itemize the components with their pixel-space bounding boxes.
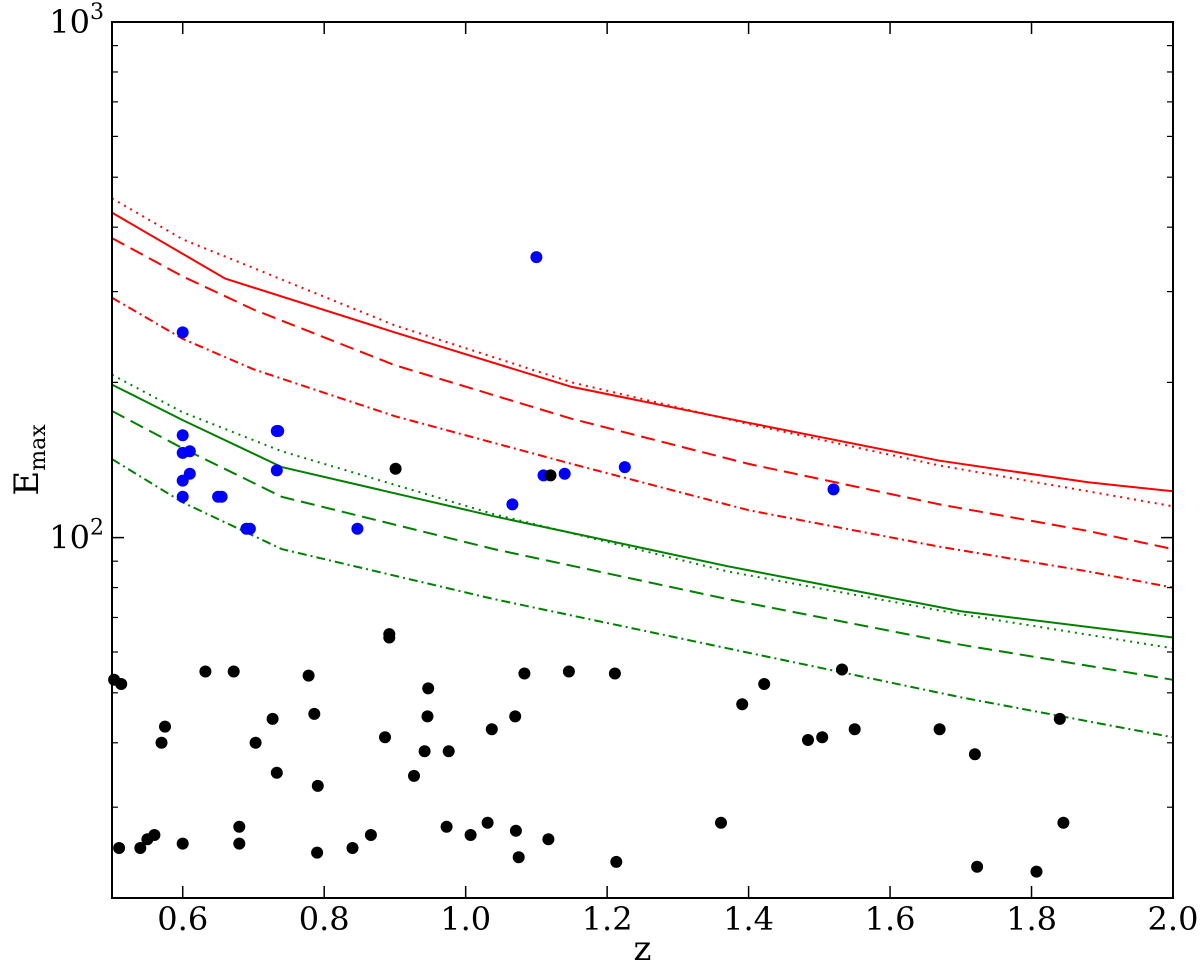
data-point (608, 667, 621, 680)
data-point (199, 665, 212, 678)
data-point (233, 837, 246, 850)
data-point (270, 766, 283, 779)
data-point (176, 837, 189, 850)
x-tick-label: 1.4 (723, 900, 774, 938)
x-tick-label: 1.6 (865, 900, 916, 938)
data-point (509, 710, 522, 723)
data-point (159, 720, 171, 733)
data-point (442, 745, 455, 758)
data-point (440, 820, 453, 833)
x-tick-label: 0.8 (299, 900, 350, 938)
data-point (558, 467, 571, 480)
x-axis-label: z (634, 929, 652, 966)
data-point (148, 829, 161, 841)
tick-layer (112, 21, 1174, 898)
data-point (422, 682, 435, 695)
data-point (134, 842, 147, 854)
data-point (542, 833, 555, 846)
point-layer (108, 251, 1070, 878)
data-point (802, 734, 814, 746)
data-point (272, 425, 285, 437)
tick-label-layer: 0.6 0.8 1.0 1.2 1.4 1.6 1.8 2.0 102 103 (49, 0, 1198, 938)
data-point (418, 745, 431, 758)
data-point (736, 698, 749, 711)
data-point (183, 445, 196, 458)
model-curve-2 (111, 197, 1174, 508)
y-axis-label-main: E (7, 471, 47, 496)
data-point (215, 490, 228, 503)
data-point (249, 736, 262, 749)
data-point (227, 665, 240, 678)
data-point (933, 723, 946, 736)
data-point (155, 736, 168, 749)
data-point (816, 731, 829, 744)
model-curve-5 (111, 383, 1174, 639)
data-point (836, 663, 848, 676)
data-point (266, 712, 279, 725)
y-axis-label-sub: max (26, 424, 51, 471)
data-point (176, 326, 189, 339)
data-point (308, 707, 321, 720)
y-tick-label: 102 (49, 516, 104, 557)
data-point (176, 474, 189, 487)
data-point (364, 829, 377, 841)
data-point (509, 824, 522, 837)
x-tick-label: 1.8 (1006, 900, 1057, 938)
data-point (562, 665, 575, 678)
data-point (968, 748, 981, 761)
data-point (618, 461, 631, 474)
x-tick-label: 1.0 (440, 900, 491, 938)
data-point (481, 816, 494, 829)
data-point (1057, 816, 1070, 829)
data-point (408, 769, 420, 782)
data-point (758, 678, 771, 690)
data-point (176, 429, 189, 442)
data-point (485, 723, 498, 736)
data-point (530, 251, 543, 264)
data-point (518, 667, 531, 680)
x-tick-label: 0.6 (157, 900, 208, 938)
data-point (421, 710, 434, 723)
plot-frame (111, 21, 1174, 899)
data-point (351, 522, 364, 535)
data-point (827, 483, 840, 496)
data-point (848, 723, 861, 736)
data-point (233, 820, 246, 833)
x-tick-label: 2.0 (1148, 900, 1199, 938)
data-point (1030, 865, 1043, 878)
y-tick-label: 103 (49, 0, 104, 41)
model-curve-8 (111, 458, 1174, 739)
data-point (464, 829, 477, 841)
data-point (379, 731, 391, 744)
data-point (506, 498, 519, 511)
data-point (176, 490, 189, 503)
data-point (544, 469, 557, 482)
y-axis-label: Emax (7, 424, 51, 496)
data-point (115, 678, 128, 690)
data-point (1053, 712, 1066, 725)
data-point (512, 851, 525, 864)
model-curve-3 (111, 237, 1174, 551)
data-point (311, 846, 324, 859)
data-point (971, 860, 984, 873)
model-curve-1 (111, 211, 1174, 493)
data-point (610, 855, 623, 868)
data-point (346, 842, 359, 854)
data-point (715, 816, 727, 829)
data-point (383, 631, 396, 644)
data-point (243, 522, 256, 535)
data-point (302, 669, 315, 682)
data-point (113, 842, 126, 854)
data-point (270, 464, 283, 477)
model-curve-6 (111, 373, 1174, 650)
model-curve-7 (111, 410, 1174, 681)
x-tick-label: 1.2 (582, 900, 633, 938)
model-curve-4 (111, 296, 1174, 589)
curve-layer (111, 197, 1174, 739)
data-point (311, 779, 324, 792)
data-point (389, 462, 402, 475)
